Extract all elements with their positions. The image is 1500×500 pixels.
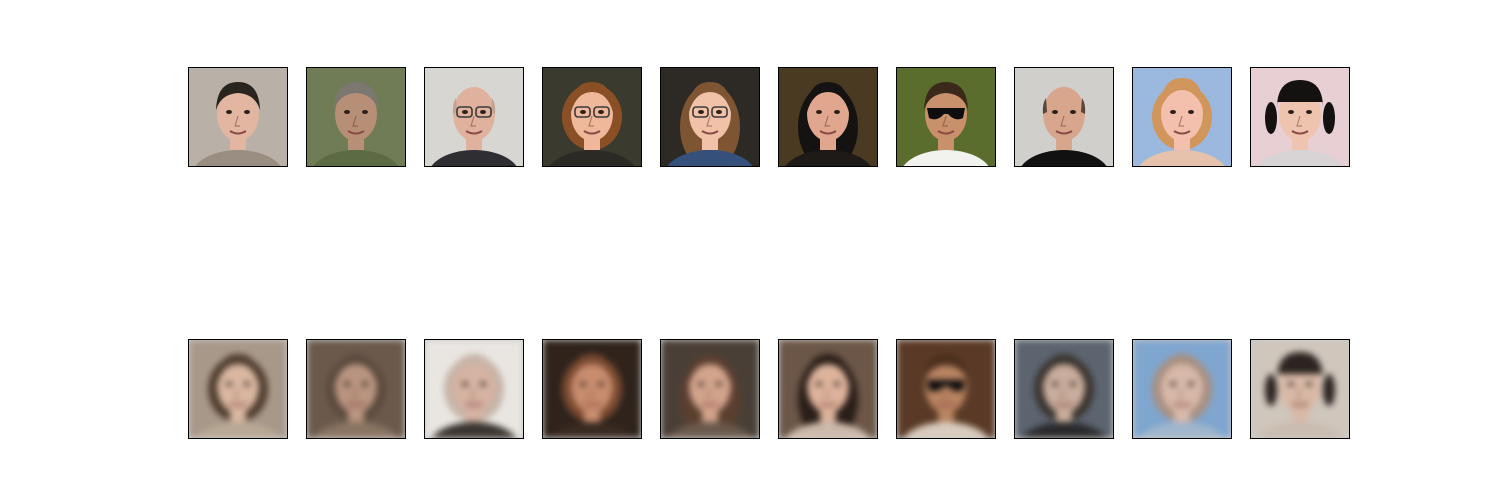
eye-right bbox=[244, 110, 250, 114]
pigtail-right bbox=[1323, 374, 1335, 406]
eye-right bbox=[834, 110, 840, 114]
reconstructed-faces-row bbox=[188, 339, 1351, 439]
pigtail-right bbox=[1323, 102, 1335, 134]
eye-left bbox=[1288, 382, 1294, 386]
eye-right bbox=[362, 110, 368, 114]
eye-left bbox=[344, 382, 350, 386]
eye-left bbox=[1170, 110, 1176, 114]
original-face-image-8 bbox=[1014, 67, 1114, 167]
original-face-image-10 bbox=[1250, 67, 1350, 167]
eye-left bbox=[580, 110, 586, 114]
eye-left bbox=[1288, 110, 1294, 114]
eye-left bbox=[226, 110, 232, 114]
reconstructed-face-image-1 bbox=[188, 339, 288, 439]
eye-right bbox=[1306, 382, 1312, 386]
original-face-image-3 bbox=[424, 67, 524, 167]
original-face-image-2 bbox=[306, 67, 406, 167]
eye-right bbox=[1070, 382, 1076, 386]
eye-right bbox=[834, 382, 840, 386]
reconstructed-face-image-7 bbox=[896, 339, 996, 439]
eye-left bbox=[226, 382, 232, 386]
eye-right bbox=[716, 110, 722, 114]
pigtail-left bbox=[1265, 374, 1277, 406]
original-face-image-4 bbox=[542, 67, 642, 167]
reconstructed-face-image-5 bbox=[660, 339, 760, 439]
pigtail-left bbox=[1265, 102, 1277, 134]
eye-left bbox=[816, 382, 822, 386]
original-face-image-5 bbox=[660, 67, 760, 167]
eye-right bbox=[1188, 110, 1194, 114]
eye-left bbox=[1052, 382, 1058, 386]
eye-left bbox=[1170, 382, 1176, 386]
reconstructed-face-image-2 bbox=[306, 339, 406, 439]
original-face-image-6 bbox=[778, 67, 878, 167]
original-face-image-1 bbox=[188, 67, 288, 167]
eye-left bbox=[816, 110, 822, 114]
reconstructed-face-image-10 bbox=[1250, 339, 1350, 439]
eye-right bbox=[480, 110, 486, 114]
original-faces-row bbox=[188, 67, 1351, 167]
eye-left bbox=[1052, 110, 1058, 114]
eye-left bbox=[462, 110, 468, 114]
original-face-image-7 bbox=[896, 67, 996, 167]
eye-right bbox=[1306, 110, 1312, 114]
eye-right bbox=[480, 382, 486, 386]
reconstructed-face-image-3 bbox=[424, 339, 524, 439]
eye-right bbox=[598, 110, 604, 114]
reconstructed-face-image-8 bbox=[1014, 339, 1114, 439]
original-face-image-9 bbox=[1132, 67, 1232, 167]
eye-right bbox=[1070, 110, 1076, 114]
reconstructed-face-image-4 bbox=[542, 339, 642, 439]
eye-left bbox=[698, 382, 704, 386]
eye-right bbox=[244, 382, 250, 386]
eye-left bbox=[344, 110, 350, 114]
eye-left bbox=[462, 382, 468, 386]
reconstructed-face-image-6 bbox=[778, 339, 878, 439]
eye-right bbox=[598, 382, 604, 386]
reconstructed-face-image-9 bbox=[1132, 339, 1232, 439]
eye-right bbox=[362, 382, 368, 386]
eye-right bbox=[716, 382, 722, 386]
eye-left bbox=[580, 382, 586, 386]
eye-right bbox=[1188, 382, 1194, 386]
eye-left bbox=[698, 110, 704, 114]
